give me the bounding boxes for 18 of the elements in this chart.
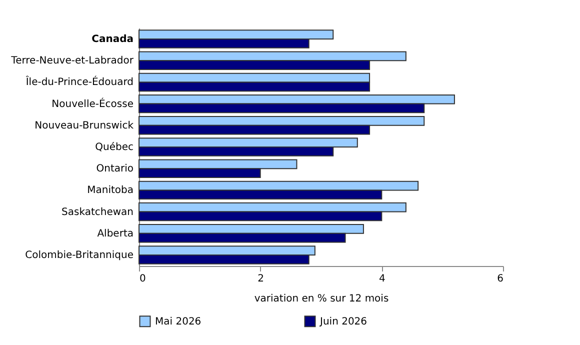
y-tick-label: Nouvelle-Écosse [52, 96, 134, 110]
y-tick-label: Canada [92, 34, 134, 46]
legend-label: Juin 2026 [319, 316, 368, 328]
y-tick-label: Terre-Neuve-et-Labrador [10, 56, 134, 67]
y-tick-label: Alberta [97, 228, 134, 240]
y-tick-label: Colombie-Britannique [25, 250, 134, 261]
y-tick-label: Saskatchewan [62, 206, 134, 218]
x-tick-label: 0 [140, 274, 146, 284]
legend-label: Mai 2026 [155, 316, 202, 328]
x-axis-title: variation en % sur 12 mois [254, 294, 389, 304]
y-tick-label: Nouveau-Brunswick [34, 120, 134, 132]
y-tick-label: Ontario [96, 164, 134, 175]
y-tick-label: Manitoba [87, 185, 134, 196]
y-tick-label: Québec [95, 142, 134, 153]
x-tick-label: 6 [497, 274, 504, 284]
x-tick-label: 2 [258, 274, 264, 284]
x-tick-label: 4 [378, 274, 386, 284]
y-tick-label: Île-du-Prince-Édouard [26, 75, 134, 88]
